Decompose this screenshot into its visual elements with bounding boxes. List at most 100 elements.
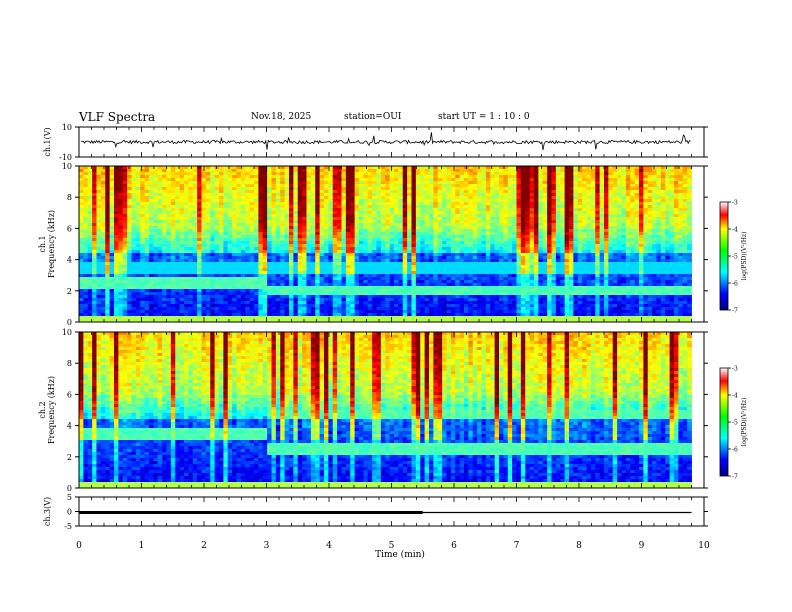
spectrogram-cell (446, 256, 452, 260)
spectrogram-cell (481, 184, 487, 188)
spectrogram-cell (227, 262, 233, 266)
spectrogram-cell (254, 304, 259, 308)
spectrogram-cell (442, 277, 447, 281)
spectrogram-cell (477, 235, 482, 239)
spectrogram-cell (153, 229, 159, 233)
spectrogram-cell (332, 205, 338, 209)
spectrogram-cell (267, 229, 272, 233)
spectrogram-cell (380, 319, 386, 323)
spectrogram-cell (179, 181, 185, 185)
spectrogram-cell (275, 274, 281, 278)
spectrogram-cell (284, 277, 290, 281)
spectrogram-cell (490, 178, 496, 182)
spectrogram-cell (87, 265, 93, 269)
spectrogram-cell (424, 235, 430, 239)
spectrogram-cell (385, 298, 391, 302)
spectrogram-cell (350, 193, 356, 197)
spectrogram-cell (96, 193, 102, 197)
spectrogram-cell (402, 241, 408, 245)
spectrogram-cell (389, 202, 395, 206)
spectrogram-cell (184, 217, 189, 221)
start-time-label: start UT = 1 : 10 : 0 (438, 112, 530, 122)
spectrogram-cell (372, 250, 377, 254)
spectrogram-cell (280, 313, 286, 317)
spectrogram-cell (289, 256, 294, 260)
spectrogram-cell (214, 280, 220, 284)
spectrogram-cell (162, 214, 167, 218)
spectrogram-cell (359, 307, 364, 311)
spectrogram-cell (170, 319, 176, 323)
spectrogram-cell (289, 226, 294, 230)
spectrogram-cell (201, 184, 207, 188)
spectrogram-cell (289, 199, 294, 203)
spectrogram-cell (149, 190, 154, 194)
spectrogram-cell (258, 274, 264, 278)
spectrogram-cell (302, 295, 307, 299)
spectrogram-cell (140, 271, 146, 275)
spectrogram-cell (118, 190, 124, 194)
spectrogram-cell (380, 286, 386, 290)
spectrogram-cell (140, 166, 146, 170)
spectrogram-cell (267, 214, 272, 218)
spectrogram-cell (468, 184, 474, 188)
spectrogram-cell (477, 178, 482, 182)
spectrogram-cell (385, 295, 391, 299)
spectrogram-cell (380, 313, 386, 317)
spectrogram-cell (310, 202, 316, 206)
spectrogram-cell (363, 247, 369, 251)
spectrogram-cell (363, 226, 369, 230)
spectrogram-cell (464, 226, 469, 230)
spectrogram-cell (236, 217, 242, 221)
spectrogram-cell (437, 310, 443, 314)
spectrogram-cell (389, 169, 395, 173)
spectrogram-cell (271, 229, 277, 233)
spectrogram-cell (271, 265, 277, 269)
spectrogram-cell (162, 250, 167, 254)
spectrogram-cell (468, 277, 474, 281)
spectrogram-cell (267, 316, 272, 320)
spectrogram-cell (100, 286, 106, 290)
spectrogram-cell (485, 220, 491, 224)
spectrogram-cell (350, 175, 356, 179)
spectrogram-cell (223, 271, 229, 275)
spectrogram-cell (398, 238, 404, 242)
spectrogram-cell (271, 187, 277, 191)
spectrogram-cell (324, 313, 329, 317)
spectrogram-cell (227, 166, 233, 170)
spectrogram-cell (481, 301, 487, 305)
spectrogram-cell (324, 250, 329, 254)
spectrogram-cell (249, 304, 255, 308)
spectrogram-cell (332, 184, 338, 188)
spectrogram-cell (284, 247, 290, 251)
spectrogram-cell (254, 181, 259, 185)
spectrogram-cell (140, 202, 146, 206)
spectrogram-cell (302, 175, 307, 179)
spectrogram-cell (219, 247, 224, 251)
spectrogram-cell (87, 232, 93, 236)
spectrogram-cell (363, 292, 369, 296)
spectrogram-cell (420, 190, 426, 194)
spectrogram-cell (429, 187, 434, 191)
spectrogram-cell (385, 190, 391, 194)
spectrogram-cell (494, 229, 500, 233)
spectrogram-cell (297, 310, 303, 314)
spectrogram-cell (280, 271, 286, 275)
spectrogram-cell (297, 181, 303, 185)
spectrogram-cell (87, 298, 93, 302)
spectrogram-cell (140, 274, 146, 278)
spectrogram-cell (87, 313, 93, 317)
spectrogram-cell (210, 319, 216, 323)
spectrogram-cell (122, 184, 128, 188)
spectrogram-cell (297, 319, 303, 323)
spectrogram-cell (131, 223, 137, 227)
spectrogram-cell (254, 226, 259, 230)
spectrogram-cell (420, 181, 426, 185)
spectrogram-cell (223, 256, 229, 260)
spectrogram-cell (175, 217, 181, 221)
spectrogram-cell (328, 277, 334, 281)
spectrogram-cell (459, 223, 465, 227)
spectrogram-cell (157, 232, 163, 236)
spectrogram-cell (363, 172, 369, 176)
spectrogram-cell (306, 181, 312, 185)
spectrogram-cell (166, 202, 172, 206)
